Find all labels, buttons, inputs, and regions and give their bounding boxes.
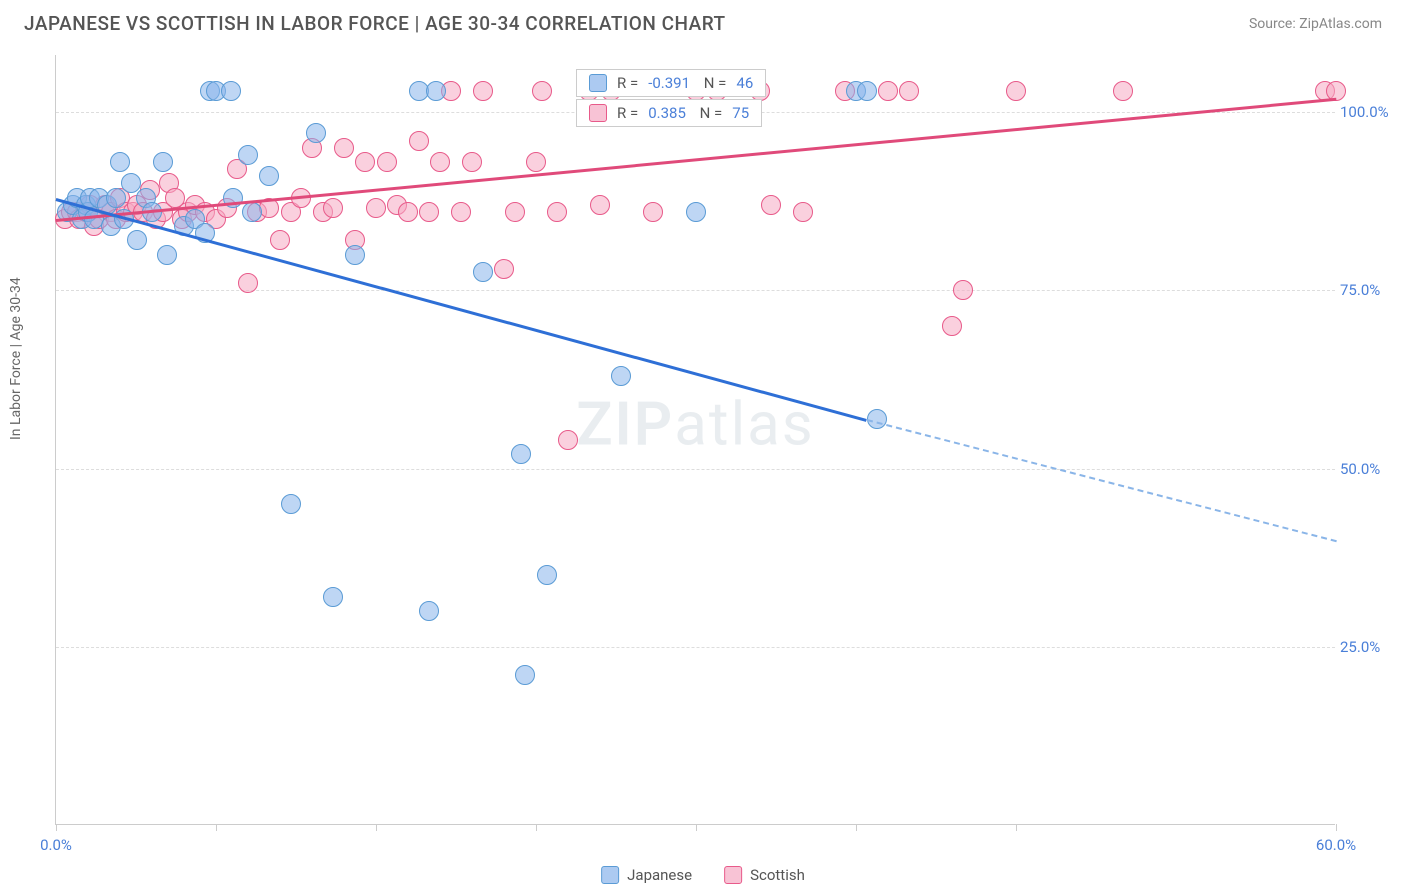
data-point (281, 494, 301, 514)
x-tick (376, 824, 377, 831)
data-point (505, 202, 525, 222)
stats-legend-scottish: R = 0.385 N = 75 (576, 99, 762, 127)
r-label: R = (617, 104, 638, 122)
data-point (473, 262, 493, 282)
data-point (110, 152, 130, 172)
x-tick (56, 824, 57, 831)
y-tick-label: 50.0% (1340, 460, 1395, 478)
data-point (106, 188, 126, 208)
y-tick-label: 25.0% (1340, 638, 1395, 656)
data-point (857, 81, 877, 101)
gridline (56, 469, 1335, 470)
data-point (878, 81, 898, 101)
data-point (334, 138, 354, 158)
legend-item-scottish: Scottish (724, 866, 805, 884)
data-point (899, 81, 919, 101)
n-label: N = (696, 104, 722, 122)
data-point (686, 202, 706, 222)
x-tick (216, 824, 217, 831)
data-point (153, 152, 173, 172)
data-point (643, 202, 663, 222)
x-tick (1336, 824, 1337, 831)
swatch-icon (724, 866, 742, 884)
data-point (270, 230, 290, 250)
legend-label: Scottish (750, 866, 805, 884)
y-tick-label: 100.0% (1340, 103, 1395, 121)
watermark: ZIPatlas (576, 389, 815, 460)
chart-header: JAPANESE VS SCOTTISH IN LABOR FORCE | AG… (0, 0, 1406, 43)
data-point (558, 430, 578, 450)
scatter-chart: ZIPatlas 25.0%50.0%75.0%100.0%0.0%60.0%R… (55, 55, 1335, 825)
data-point (590, 195, 610, 215)
data-point (366, 198, 386, 218)
data-point (473, 81, 493, 101)
data-point (259, 166, 279, 186)
n-value: 46 (736, 74, 753, 92)
swatch-icon (589, 74, 607, 92)
data-point (611, 366, 631, 386)
x-tick (1016, 824, 1017, 831)
swatch-icon (589, 104, 607, 122)
data-point (515, 665, 535, 685)
data-point (526, 152, 546, 172)
chart-title: JAPANESE VS SCOTTISH IN LABOR FORCE | AG… (24, 12, 726, 35)
legend-label: Japanese (627, 866, 692, 884)
data-point (532, 81, 552, 101)
data-point (511, 444, 531, 464)
x-tick (856, 824, 857, 831)
data-point (942, 316, 962, 336)
data-point (494, 259, 514, 279)
data-point (1113, 81, 1133, 101)
n-label: N = (700, 74, 726, 92)
data-point (345, 245, 365, 265)
n-value: 75 (732, 104, 749, 122)
data-point (157, 245, 177, 265)
source-label: Source: ZipAtlas.com (1249, 16, 1382, 32)
trend-line (866, 419, 1336, 542)
x-tick-label: 60.0% (1316, 836, 1356, 854)
x-tick (536, 824, 537, 831)
y-axis-label: In Labor Force | Age 30-34 (8, 277, 24, 440)
data-point (238, 145, 258, 165)
data-point (451, 202, 471, 222)
legend-item-japanese: Japanese (601, 866, 692, 884)
y-tick-label: 75.0% (1340, 281, 1395, 299)
data-point (547, 202, 567, 222)
data-point (409, 131, 429, 151)
gridline (56, 647, 1335, 648)
data-point (761, 195, 781, 215)
series-legend: Japanese Scottish (601, 866, 805, 884)
data-point (323, 198, 343, 218)
data-point (398, 202, 418, 222)
data-point (127, 230, 147, 250)
swatch-icon (601, 866, 619, 884)
data-point (1006, 81, 1026, 101)
data-point (793, 202, 813, 222)
data-point (242, 202, 262, 222)
x-tick (696, 824, 697, 831)
trend-line (56, 198, 867, 421)
data-point (221, 81, 241, 101)
data-point (426, 81, 446, 101)
data-point (430, 152, 450, 172)
data-point (462, 152, 482, 172)
r-value: -0.391 (648, 74, 690, 92)
data-point (419, 601, 439, 621)
data-point (953, 280, 973, 300)
data-point (537, 565, 557, 585)
r-value: 0.385 (648, 104, 686, 122)
data-point (306, 123, 326, 143)
x-tick-label: 0.0% (40, 836, 72, 854)
data-point (323, 587, 343, 607)
r-label: R = (617, 74, 638, 92)
data-point (377, 152, 397, 172)
stats-legend-japanese: R = -0.391 N = 46 (576, 69, 766, 97)
data-point (355, 152, 375, 172)
data-point (419, 202, 439, 222)
data-point (238, 273, 258, 293)
